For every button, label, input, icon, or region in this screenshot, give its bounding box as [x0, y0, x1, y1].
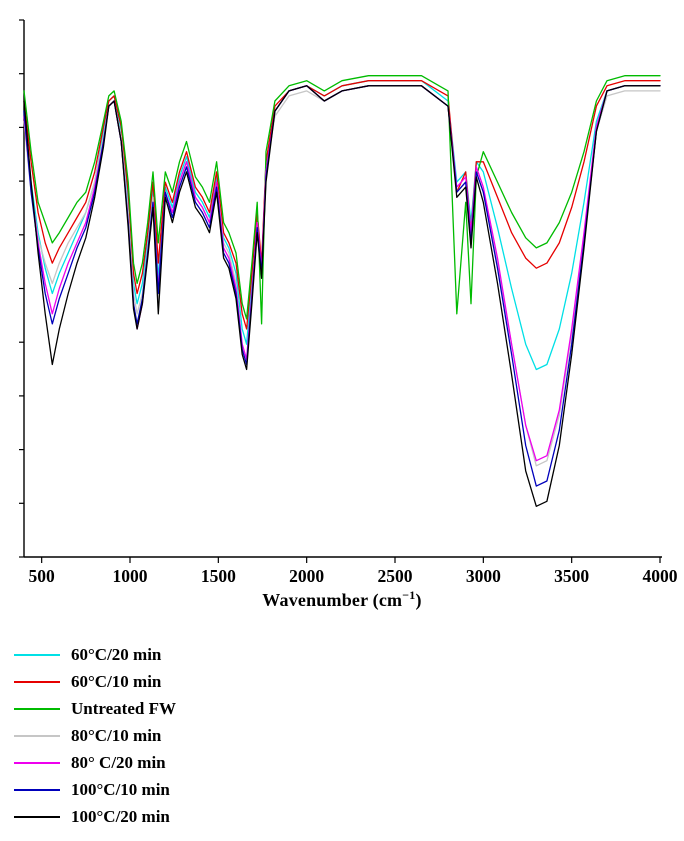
legend-item: 60°C/10 min — [14, 672, 684, 692]
legend-label: Untreated FW — [71, 699, 176, 718]
legend-item: Untreated FW — [14, 699, 684, 719]
x-axis-title-text: Wavenumber (cm — [262, 590, 403, 610]
legend-line-swatch — [14, 654, 60, 656]
x-axis-tick-label: 2500 — [378, 566, 413, 586]
x-axis-tick-label: 2000 — [289, 566, 324, 586]
x-axis-tick-label: 4000 — [643, 566, 678, 586]
x-axis-tick-label: 3000 — [466, 566, 501, 586]
legend-line-swatch — [14, 789, 60, 791]
spectrum-60-C-20-min — [23, 80, 661, 371]
spectra-chart: 500 1000 1500 2000 2500 3000 3500 4000 — [19, 19, 678, 586]
legend-label: 80°C/10 min — [71, 726, 162, 745]
legend-label: 60°C/20 min — [71, 645, 162, 664]
spectrum-60-C-10-min — [23, 80, 661, 330]
legend-line-swatch — [14, 681, 60, 683]
legend-line-swatch — [14, 762, 60, 764]
legend-label: 80° C/20 min — [71, 753, 166, 772]
legend-line-swatch — [14, 708, 60, 710]
legend-label: 100°C/20 min — [71, 807, 170, 826]
legend-label: 60°C/10 min — [71, 672, 162, 691]
spectrum-Untreated-FW — [23, 75, 661, 325]
legend-item: 60°C/20 min — [14, 645, 684, 665]
x-axis-tick-label: 3500 — [554, 566, 589, 586]
legend-label: 100°C/10 min — [71, 780, 170, 799]
legend-line-swatch — [14, 816, 60, 818]
legend-line-swatch — [14, 735, 60, 737]
legend-item: 100°C/20 min — [14, 807, 684, 827]
spectrum-100-C-20-min — [23, 85, 661, 507]
x-axis-title-close: ) — [415, 590, 422, 610]
legend-item: 100°C/10 min — [14, 780, 684, 800]
x-axis-tick-label: 1500 — [201, 566, 236, 586]
xlabel-superscript: −1 — [402, 588, 416, 602]
legend: 60°C/20 min 60°C/10 min Untreated FW 80°C/1… — [14, 645, 684, 827]
x-axis-title: Wavenumber (cm−1) — [0, 588, 684, 611]
legend-item: 80°C/10 min — [14, 726, 684, 746]
x-axis-tick-label: 1000 — [113, 566, 148, 586]
x-axis-tick-label: 500 — [29, 566, 56, 586]
legend-item: 80° C/20 min — [14, 753, 684, 773]
spectrum-100-C-10-min — [23, 85, 661, 487]
